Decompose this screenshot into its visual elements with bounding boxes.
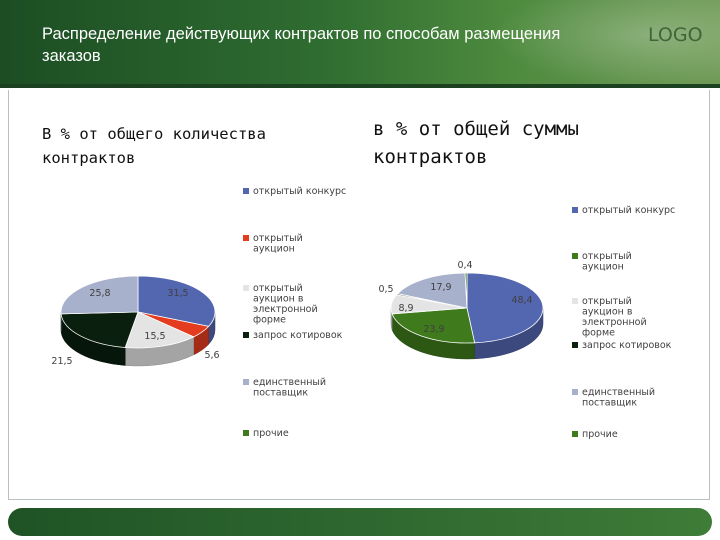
pie-slice-2-2 (391, 307, 476, 344)
data-label-1-1: 31,5 (167, 288, 188, 299)
pie-chart-1: 31,5 5,6 15,5 21,5 25,8 открытый конкурс откры… (51, 186, 346, 439)
legend-item-2-5: единственный поставщик (572, 387, 655, 409)
legend-swatch (243, 332, 249, 338)
legend-item-2-1: открытый конкурс (572, 205, 675, 216)
legend-swatch (572, 207, 578, 213)
data-label-1-5: 25,8 (89, 288, 110, 299)
legend-label: прочие (582, 429, 618, 440)
data-label-2-5: 17,9 (430, 282, 451, 293)
legend-item-1-2: открытый аукцион (243, 233, 303, 255)
legend-swatch (572, 431, 578, 437)
legend-item-1-4: запрос котировок (243, 330, 343, 341)
header-divider (0, 84, 720, 88)
pie-slice-2-1 (466, 272, 544, 344)
legend-label: прочие (253, 428, 289, 439)
legend-swatch (243, 430, 249, 436)
legend-swatch (572, 253, 578, 259)
legend-label: запрос котировок (253, 330, 343, 341)
legend-item-1-5: единственный поставщик (243, 377, 326, 399)
legend-item-2-2: открытый аукцион (572, 251, 632, 273)
slide-footer-bar (8, 508, 712, 536)
legend-item-1-1: открытый конкурс (243, 186, 346, 197)
data-label-2-4: 0,5 (378, 284, 393, 295)
legend-swatch (572, 389, 578, 395)
pie-chart-2: 48,4 23,9 8,9 0,5 17,9 0,4 открытый конкурс отк… (378, 205, 675, 440)
legend-swatch (243, 235, 249, 241)
chart-title-count: В % от общего количества контрактов (42, 125, 266, 167)
legend-item-1-3: открытый аукцион в электронной форме (243, 283, 318, 326)
pie-slice-2-6 (464, 272, 468, 309)
data-label-1-3: 15,5 (144, 331, 165, 342)
legend-item-1-6: прочие (243, 428, 289, 439)
legend-label: открытый аукцион (582, 251, 632, 273)
legend-item-2-3: открытый аукцион в электронной форме (572, 296, 647, 339)
legend-swatch (572, 342, 578, 348)
legend-label: единственный поставщик (582, 387, 655, 409)
pie-slice-1-5 (60, 275, 139, 315)
legend-item-2-4: запрос котировок (572, 340, 672, 351)
pie-slice-1-4 (60, 311, 139, 348)
legend-item-2-6: прочие (572, 429, 618, 440)
legend-label: открытый конкурс (253, 186, 346, 197)
legend-label: открытый аукцион в электронной форме (582, 296, 647, 339)
legend-label: запрос котировок (582, 340, 672, 351)
legend-label: единственный поставщик (253, 377, 326, 399)
data-label-2-6: 0,4 (457, 260, 472, 271)
content-frame (8, 90, 710, 500)
pie-slice-2-5 (396, 272, 468, 309)
slide-title: Распределение действующих контрактов по … (42, 25, 561, 65)
legend-swatch (243, 188, 249, 194)
data-label-1-4: 21,5 (51, 356, 72, 367)
data-label-2-2: 23,9 (423, 324, 444, 335)
legend-swatch (243, 285, 249, 291)
legend-label: открытый аукцион в электронной форме (253, 283, 318, 326)
data-label-2-3: 8,9 (398, 303, 413, 314)
logo: LOGO (648, 24, 703, 46)
legend-swatch (243, 379, 249, 385)
legend-label: открытый аукцион (253, 233, 303, 255)
data-label-2-1: 48,4 (511, 295, 532, 306)
pie-slice-1-3 (124, 311, 195, 349)
pie-slice-1-1 (137, 275, 216, 327)
data-label-1-2: 5,6 (204, 350, 219, 361)
legend-swatch (572, 298, 578, 304)
slide-header (0, 0, 720, 88)
legend-label: открытый конкурс (582, 205, 675, 216)
chart-title-sum: в % от общей суммы контрактов (373, 118, 579, 168)
